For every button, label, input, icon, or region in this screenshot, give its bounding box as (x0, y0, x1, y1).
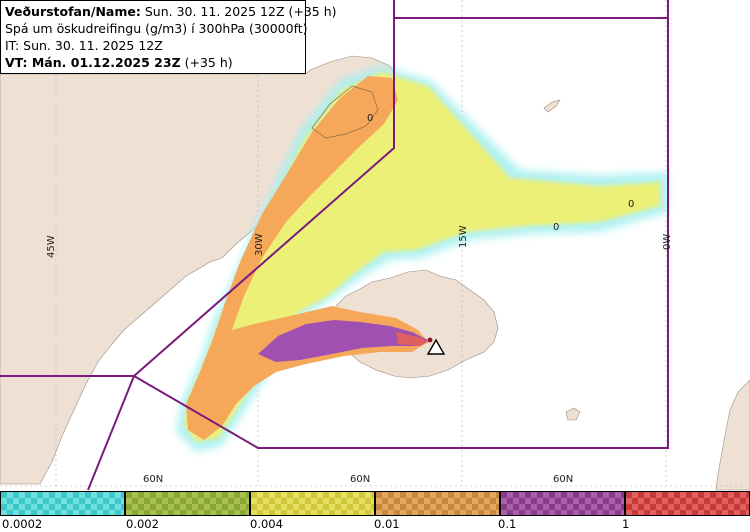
legend-tick-label: 0.002 (126, 517, 159, 531)
legend-swatch (375, 491, 500, 516)
faroe-islands (565, 407, 581, 421)
valid-time-offset: (+35 h) (184, 55, 233, 70)
fir-boundary (0, 0, 669, 491)
legend-swatch (0, 491, 125, 516)
legend-color-bar (0, 491, 750, 516)
legend-tick-label: 0.01 (374, 517, 400, 531)
scandinavia-landmass (715, 379, 750, 491)
ash-contours (311, 85, 379, 139)
lat-label-60n: 60N (143, 474, 163, 485)
ash-concentration-orange (186, 76, 428, 440)
info-line-valid-time: VT: Mán. 01.12.2025 23Z (+35 h) (5, 54, 301, 71)
concentration-legend: 0.0002 0.002 0.004 0.01 0.1 1 (0, 491, 750, 532)
lon-label-30w: 30W (254, 233, 265, 256)
ash-concentration-red (396, 332, 428, 346)
legend-swatch (500, 491, 625, 516)
issuer-label: Veðurstofan/Name: (5, 4, 141, 19)
legend-tick-label: 0.0002 (2, 517, 43, 531)
forecast-info-box: Veðurstofan/Name: Sun. 30. 11. 2025 12Z … (0, 0, 337, 74)
ash-concentration-purple (258, 320, 428, 362)
info-line-issuer: Veðurstofan/Name: Sun. 30. 11. 2025 12Z … (5, 3, 337, 20)
volcano-marker-icon (426, 337, 446, 355)
jan-mayen-island (543, 99, 561, 113)
contour-label: 0 (553, 222, 559, 233)
legend-tick-label: 0.1 (498, 517, 517, 531)
legend-swatch (125, 491, 250, 516)
legend-swatch (625, 491, 750, 516)
lat-label-60n: 60N (350, 474, 370, 485)
info-line-issue-time: IT: Sun. 30. 11. 2025 12Z (5, 38, 163, 53)
legend-ticks: 0.0002 0.002 0.004 0.01 0.1 1 (0, 517, 750, 532)
valid-time-label: VT: Mán. 01.12.2025 23Z (5, 55, 181, 70)
lat-label-60n: 60N (553, 474, 573, 485)
legend-tick-label: 1 (622, 517, 630, 531)
legend-swatch (250, 491, 375, 516)
lon-label-45w: 45W (46, 235, 57, 258)
info-line-description: Spá um öskudreifingu (g/m3) í 300hPa (30… (5, 21, 308, 36)
legend-tick-label: 0.004 (250, 517, 283, 531)
lon-label-0w: 0W (662, 234, 673, 250)
issuer-value: Sun. 30. 11. 2025 12Z (+35 h) (144, 4, 337, 19)
graticule (0, 0, 750, 487)
lon-label-15w: 15W (458, 225, 469, 248)
contour-label: 0 (628, 199, 634, 210)
contour-label: 0 (367, 113, 373, 124)
